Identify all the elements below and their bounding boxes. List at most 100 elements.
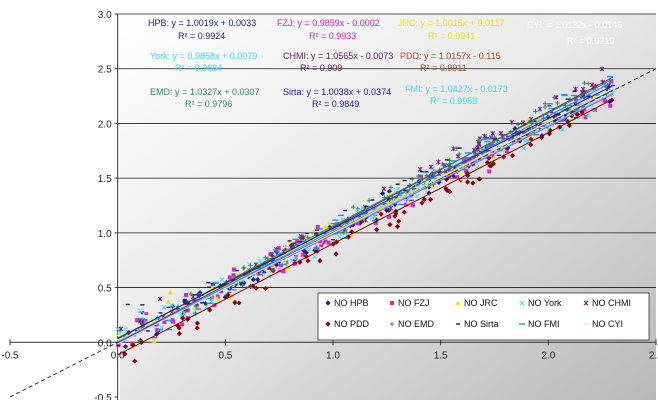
point-pdd	[394, 223, 401, 230]
point-fzj	[183, 292, 188, 297]
point-jrc	[455, 300, 461, 305]
point-fzj	[295, 239, 300, 244]
point-pdd	[396, 218, 402, 224]
point-pdd	[487, 163, 493, 169]
x-tick-label: 0.5	[218, 350, 232, 361]
point-fzj	[487, 169, 492, 174]
fit-equation: JRC: y = 1.0015x + 0.0117	[398, 18, 504, 28]
point-emd	[416, 173, 421, 179]
point-fzj	[472, 156, 477, 161]
point-fzj	[326, 240, 331, 245]
point-jrc	[349, 232, 354, 238]
fit-line	[117, 98, 614, 356]
fit-r2: R² = 0.9933	[309, 31, 356, 41]
point-emd	[552, 95, 557, 100]
point-chmi	[157, 296, 163, 302]
point-fzj	[256, 271, 261, 276]
point-emd	[248, 263, 253, 268]
point-pdd	[392, 213, 398, 219]
point-pdd	[122, 351, 128, 357]
point-pdd	[421, 196, 427, 202]
x-tick-label: 2.5	[649, 350, 658, 361]
y-tick-label: 1.5	[98, 174, 112, 185]
point-york	[521, 146, 527, 151]
legend-label: NO HPB	[334, 298, 369, 308]
point-fzj	[405, 197, 410, 202]
point-pdd	[194, 320, 200, 326]
point-chmi	[118, 326, 124, 332]
point-pdd	[374, 227, 380, 233]
point-york	[337, 234, 342, 240]
y-tick-label: 3.0	[98, 10, 112, 21]
point-pdd	[444, 187, 450, 193]
point-fzj	[179, 322, 184, 327]
point-pdd	[225, 292, 231, 298]
point-fzj	[194, 303, 199, 308]
fit-line	[117, 85, 614, 339]
fit-r2: R² = 0.9953	[430, 96, 477, 106]
point-fzj	[604, 84, 609, 89]
point-pdd	[130, 342, 136, 348]
point-york	[414, 193, 420, 199]
point-fzj	[464, 169, 469, 174]
point-chmi	[476, 141, 482, 147]
point-hpb	[380, 190, 386, 197]
point-pdd	[132, 358, 138, 364]
fit-equation: CYI: = 1.0132x - 0.0146	[527, 20, 622, 30]
point-jrc	[405, 199, 411, 204]
point-pdd	[470, 180, 476, 186]
point-fzj	[373, 220, 378, 225]
point-emd	[477, 138, 482, 143]
point-chmi	[580, 86, 586, 92]
fit-line	[117, 81, 614, 345]
point-fzj	[268, 252, 273, 257]
point-fzj	[410, 203, 415, 208]
point-chmi	[509, 119, 515, 125]
point-chmi	[436, 159, 441, 165]
point-pdd	[262, 286, 269, 292]
point-fzj	[390, 301, 394, 305]
point-emd	[188, 291, 194, 297]
point-pdd	[176, 325, 182, 331]
point-pdd	[501, 154, 507, 160]
point-fzj	[489, 143, 494, 148]
point-pdd	[476, 176, 483, 182]
x-tick-label: -0.5	[1, 350, 19, 361]
point-emd	[340, 230, 346, 235]
y-tick-label: 0.0	[98, 338, 112, 349]
point-york	[519, 300, 525, 306]
fit-line	[117, 88, 614, 345]
point-emd	[241, 265, 247, 270]
point-pdd	[464, 179, 471, 185]
point-fzj	[319, 242, 324, 247]
point-jrc	[151, 337, 157, 343]
point-chmi	[537, 106, 543, 112]
point-hpb	[563, 112, 569, 118]
point-fzj	[315, 224, 320, 229]
point-emd	[321, 240, 326, 246]
point-pdd	[401, 209, 407, 215]
point-emd	[555, 100, 560, 106]
fit-lines	[117, 76, 614, 356]
point-emd	[137, 338, 142, 344]
point-fzj	[300, 252, 305, 257]
legend-label: NO CHMI	[592, 298, 631, 308]
point-pdd	[547, 128, 553, 134]
fit-equations: HPB: y = 1.0019x + 0.0033 R² = 0.9924 FZJ:…	[148, 18, 622, 109]
point-pdd	[317, 258, 323, 264]
tick-labels: -0.5 0.0 0.5 1.0 1.5 2.0 2.5 3.0 2.5 2.0 1.5 1.0 0.5…	[1, 10, 658, 400]
fit-r2: R² = 0.909	[300, 63, 342, 73]
fit-equation: FMI: y = 1.0427x - 0.0173	[405, 84, 508, 94]
point-hpb	[607, 99, 613, 105]
legend-label: NO York	[528, 298, 562, 308]
y-tick-label: 2.5	[98, 65, 112, 76]
point-emd	[208, 296, 214, 301]
point-fzj	[170, 318, 175, 323]
fit-r2: R² = 0.9941	[428, 31, 475, 41]
point-york	[219, 277, 225, 283]
legend-label: NO CYI	[592, 319, 623, 329]
y-tick-label: 0.5	[98, 284, 112, 295]
point-fzj	[447, 169, 452, 174]
